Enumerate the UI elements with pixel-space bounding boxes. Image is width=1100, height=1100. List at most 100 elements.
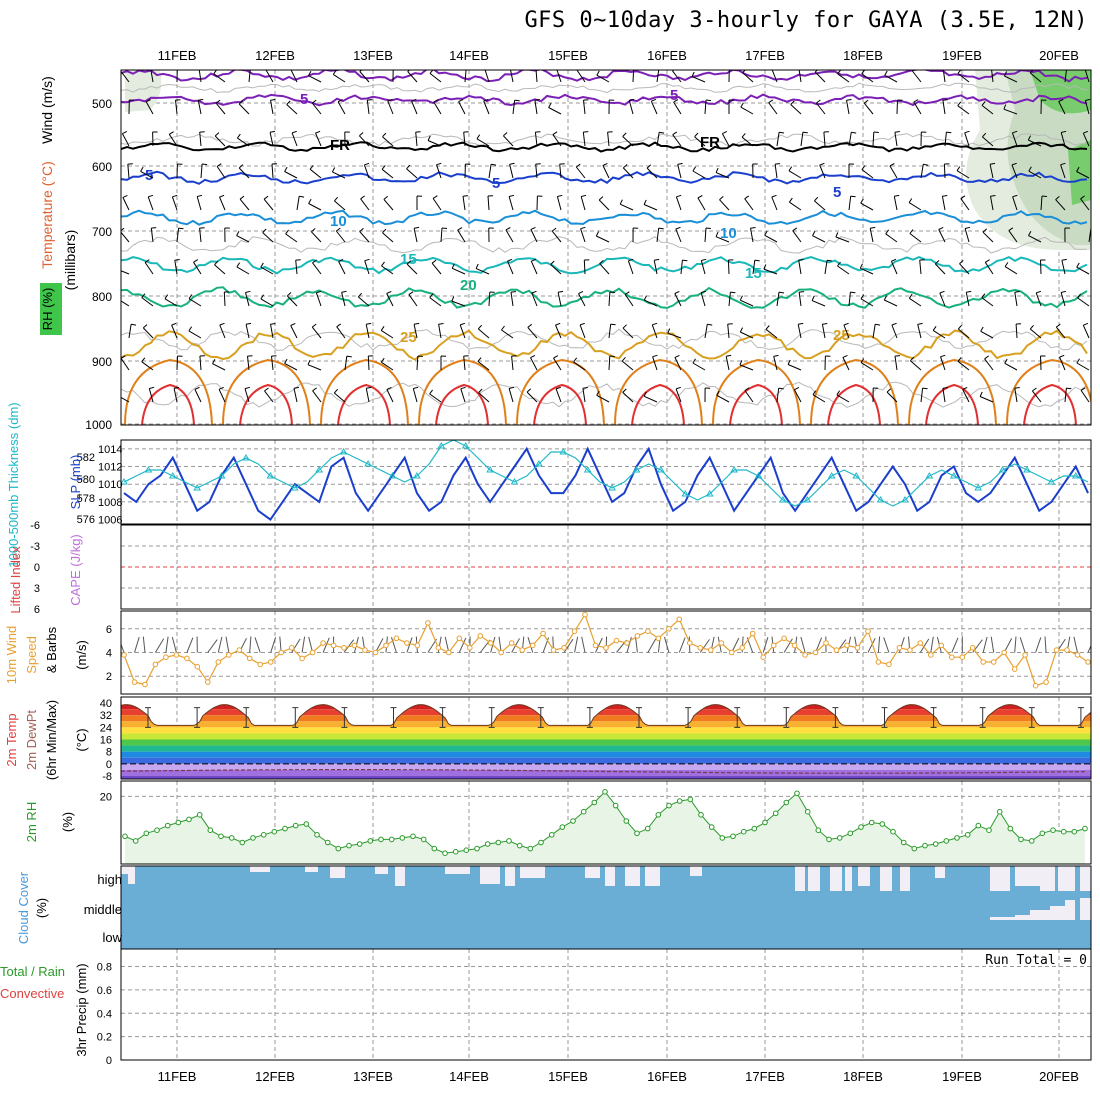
rh-point xyxy=(388,836,395,843)
wind-barb xyxy=(457,229,466,243)
pressure-tick: 1000 xyxy=(85,418,112,432)
wind-barb xyxy=(382,232,394,243)
wind-barb xyxy=(674,293,682,307)
wind-barb xyxy=(244,386,251,390)
thickness-point xyxy=(852,472,861,479)
wind-speed-point xyxy=(467,645,473,651)
wind-barb xyxy=(122,194,128,198)
lifted-index-axis-label: Lifted Index xyxy=(8,546,23,614)
wind-barb xyxy=(223,291,226,307)
wind-barb xyxy=(691,76,706,83)
wind-barb xyxy=(596,70,600,76)
rh-point xyxy=(282,825,288,832)
wind-barb xyxy=(531,258,537,262)
high-cloud-gap xyxy=(1080,866,1091,891)
temperature-contour xyxy=(337,383,391,425)
mid-cloud-gap xyxy=(1080,898,1091,920)
upper-panel-frame xyxy=(120,69,1092,426)
wind-barb xyxy=(140,170,154,179)
wind-speed-point xyxy=(666,626,672,632)
wind-barb xyxy=(197,100,202,115)
wind-barb xyxy=(869,228,874,243)
high-cloud-gap xyxy=(900,866,910,891)
wind-barb-10m xyxy=(249,636,252,653)
wind-speed-point xyxy=(362,647,368,653)
wind-barb xyxy=(147,196,154,211)
wind-barb xyxy=(990,196,994,211)
wind-barb xyxy=(719,199,730,211)
rh-point xyxy=(986,827,992,834)
date-label-top: 15FEB xyxy=(548,48,588,63)
wind-barb xyxy=(312,387,317,392)
wind-barb xyxy=(812,235,826,243)
wind-barb xyxy=(451,267,466,275)
wind-barb xyxy=(581,194,587,197)
wind-barb xyxy=(429,73,442,83)
thickness-point xyxy=(193,484,202,491)
wind-barb xyxy=(802,131,808,134)
high-cloud-gap xyxy=(605,866,615,886)
rh-point xyxy=(1018,836,1024,843)
wind-barb xyxy=(121,133,130,147)
wind-barb xyxy=(142,327,154,339)
temp-axis-label-c: (6hr Min/Max) xyxy=(44,700,59,780)
rh-point xyxy=(314,832,320,838)
wind-speed-point xyxy=(613,637,620,644)
wind-barb xyxy=(1012,130,1018,134)
wind-barb xyxy=(923,163,929,166)
slp-tick: 1012 xyxy=(98,462,122,474)
thickness-point xyxy=(486,466,494,473)
wind-barb xyxy=(333,388,339,394)
thickness-point xyxy=(168,472,177,479)
rh-point xyxy=(751,825,758,832)
wind-barb xyxy=(704,99,707,115)
wind-barb xyxy=(622,392,634,403)
wind-speed-point xyxy=(1074,652,1081,658)
wind-barb xyxy=(704,324,708,339)
wind-barb xyxy=(727,324,730,339)
wind-barb xyxy=(1014,388,1018,403)
wind-barb xyxy=(174,386,180,389)
wind-barb xyxy=(337,101,346,115)
thickness-point xyxy=(290,484,299,491)
wind-barb xyxy=(812,390,817,396)
wind-barb xyxy=(265,70,274,83)
wind-barb xyxy=(309,165,314,170)
rh-axis-label: RH (%) xyxy=(40,288,55,331)
slp-tick: 1008 xyxy=(98,497,122,509)
wind-barb-10m xyxy=(647,638,657,653)
wind-barb xyxy=(578,293,586,307)
wind-barb xyxy=(557,194,563,197)
wind-barb xyxy=(700,292,706,307)
wind-barb xyxy=(458,98,464,103)
wind-barb xyxy=(848,132,852,147)
wind-barb xyxy=(884,74,898,83)
wind-barb xyxy=(122,130,128,135)
wind-barb xyxy=(908,293,913,299)
wind-barb xyxy=(312,262,322,275)
wind-barb xyxy=(596,390,600,396)
wind-barb xyxy=(875,323,881,326)
wind-speed-point xyxy=(886,661,892,668)
thickness-point xyxy=(754,472,763,479)
wind-barb-10m xyxy=(391,637,397,653)
rh-point xyxy=(676,798,683,804)
wind-barb xyxy=(408,294,418,307)
wind-barb xyxy=(1083,130,1089,134)
wind-barb xyxy=(359,135,370,147)
wind-barb xyxy=(576,70,586,83)
thickness-point xyxy=(461,442,470,449)
rh-point xyxy=(495,839,502,846)
wind-barb xyxy=(284,362,298,371)
wind-barb xyxy=(884,299,898,307)
rh-point xyxy=(346,842,352,849)
wind-barb xyxy=(198,98,204,101)
temperature-contour xyxy=(908,358,997,425)
wind-barb xyxy=(578,290,584,295)
wind-barb xyxy=(416,355,419,371)
wind-barb xyxy=(622,327,634,339)
wind-barb xyxy=(290,70,298,83)
wind-tick: 4 xyxy=(106,648,112,660)
wind-barb xyxy=(650,100,658,115)
wind-barb xyxy=(145,101,154,115)
